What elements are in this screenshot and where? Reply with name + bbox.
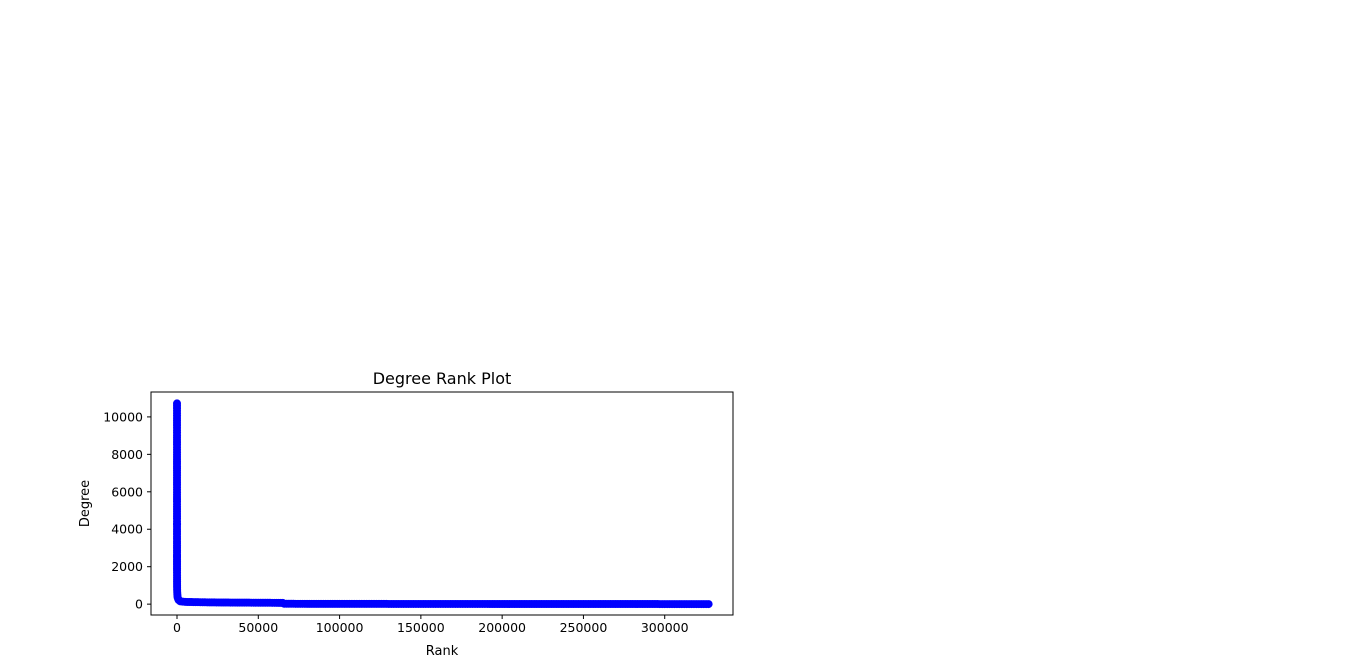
y-tick-label: 4000 (111, 522, 143, 537)
x-tick-label: 300000 (641, 620, 689, 635)
plot-area (173, 399, 713, 609)
y-tick-label: 10000 (103, 409, 143, 424)
y-axis-label: Degree (78, 480, 93, 527)
x-tick-label: 250000 (560, 620, 608, 635)
data-point (704, 600, 713, 609)
y-tick-label: 0 (135, 597, 143, 612)
x-axis-label: Rank (426, 644, 459, 659)
chart-title: Degree Rank Plot (373, 369, 512, 388)
x-tick-label: 200000 (478, 620, 526, 635)
x-tick-label: 0 (173, 620, 181, 635)
x-axis: 0 50000 100000 150000 200000 250000 300000 (173, 615, 689, 635)
x-tick-label: 100000 (316, 620, 364, 635)
y-tick-label: 2000 (111, 559, 143, 574)
y-tick-label: 8000 (111, 447, 143, 462)
axes-frame (150, 391, 734, 616)
x-tick-label: 150000 (397, 620, 445, 635)
y-axis: 0 2000 4000 6000 8000 10000 (103, 409, 151, 612)
x-tick-label: 50000 (238, 620, 278, 635)
y-tick-label: 6000 (111, 484, 143, 499)
